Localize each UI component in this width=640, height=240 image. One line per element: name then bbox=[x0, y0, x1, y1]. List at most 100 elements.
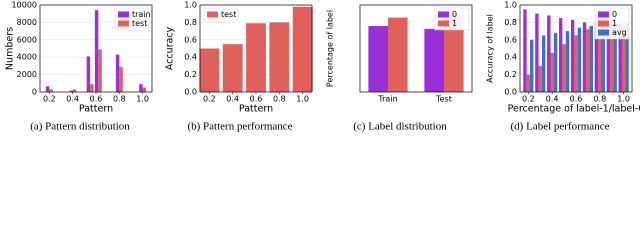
x-tick-label: Train bbox=[377, 95, 397, 104]
figure: 0.2 0.4 0.6 0.8 1.0 0 2000 4000 6000 8000 10000 Num… bbox=[5, 1, 640, 133]
bar bbox=[142, 87, 147, 92]
y-tick-label: 2000 bbox=[17, 70, 37, 79]
bar bbox=[199, 48, 220, 92]
x-tick-label: 0.4 bbox=[546, 95, 559, 104]
legend-swatch bbox=[598, 29, 609, 36]
y-tick-label: 0.6 bbox=[184, 35, 197, 44]
bar bbox=[598, 26, 602, 92]
bar bbox=[86, 56, 91, 92]
bar bbox=[119, 66, 123, 92]
y-axis-label: Numbers bbox=[5, 27, 16, 70]
legend-swatch bbox=[598, 11, 609, 18]
bar bbox=[90, 84, 94, 92]
y-tick-label: 1.0 bbox=[184, 1, 197, 10]
y-axis-label: Accuracy of label bbox=[486, 14, 495, 83]
bar bbox=[49, 89, 53, 92]
plot-frame bbox=[39, 4, 153, 93]
bar bbox=[570, 19, 575, 92]
bar bbox=[601, 24, 605, 92]
legend-label: 0 bbox=[612, 10, 617, 19]
x-tick-label: 0.8 bbox=[113, 95, 126, 104]
bar bbox=[222, 44, 243, 92]
bar bbox=[565, 31, 570, 93]
bar bbox=[562, 44, 566, 92]
y-axis-label: Accuracy bbox=[165, 26, 176, 70]
legend-swatch bbox=[118, 20, 129, 27]
y-tick-label: 0.0 bbox=[184, 88, 197, 97]
bar bbox=[618, 24, 622, 92]
bar bbox=[621, 22, 626, 92]
bar bbox=[246, 23, 266, 92]
bar bbox=[541, 35, 546, 92]
legend-box bbox=[203, 7, 239, 22]
y-tick-label: 0.8 bbox=[184, 18, 197, 27]
bar bbox=[98, 49, 102, 92]
y-tick-label: 0 bbox=[32, 88, 37, 97]
caption: (a) Pattern distribution bbox=[30, 121, 130, 133]
x-tick-label: 1.0 bbox=[296, 95, 309, 104]
legend-swatch bbox=[598, 20, 609, 27]
legend-label: test bbox=[132, 19, 147, 28]
x-tick-label: 0.2 bbox=[522, 95, 535, 104]
bar bbox=[444, 14, 464, 93]
bar bbox=[388, 17, 408, 93]
bar bbox=[574, 35, 578, 92]
x-axis-label: Pattern bbox=[239, 104, 273, 115]
bar bbox=[115, 54, 120, 92]
bar bbox=[577, 27, 582, 92]
legend-label: test bbox=[221, 10, 236, 19]
x-tick-label: 0.4 bbox=[226, 95, 239, 104]
caption: (c) Label distribution bbox=[353, 121, 447, 133]
bar bbox=[424, 28, 444, 92]
x-tick-label: 0.2 bbox=[203, 95, 216, 104]
x-tick-label: 0.6 bbox=[570, 95, 583, 104]
y-tick-label: 1.0 bbox=[504, 1, 517, 10]
bar bbox=[523, 9, 527, 93]
bar bbox=[589, 25, 593, 93]
legend-label: train bbox=[132, 10, 151, 19]
bar bbox=[526, 74, 531, 92]
x-tick-label: 0.8 bbox=[273, 95, 286, 104]
legend-swatch bbox=[438, 11, 449, 18]
bar bbox=[559, 18, 563, 92]
x-tick-label: 1.0 bbox=[136, 95, 149, 104]
plot-frame bbox=[199, 4, 313, 93]
bar bbox=[368, 26, 388, 93]
y-tick-label: 0.2 bbox=[184, 70, 197, 79]
x-axis-label: Pattern bbox=[79, 104, 113, 115]
bar bbox=[538, 65, 542, 92]
legend-label: 1 bbox=[612, 19, 617, 28]
bar bbox=[625, 23, 629, 92]
bar bbox=[547, 15, 551, 92]
bar bbox=[550, 52, 554, 92]
y-tick-label: 0.6 bbox=[504, 35, 517, 44]
bar bbox=[535, 13, 539, 93]
bar bbox=[292, 6, 313, 93]
page: 0.2 0.4 0.6 0.8 1.0 0 2000 4000 6000 8000 10000 Num… bbox=[4, 0, 640, 133]
y-tick-label: 6000 bbox=[17, 35, 37, 44]
y-tick-label: 4000 bbox=[17, 53, 37, 62]
caption: (b) Pattern performance bbox=[187, 121, 292, 133]
bar bbox=[610, 24, 614, 92]
bar bbox=[586, 29, 590, 92]
legend-swatch bbox=[207, 11, 218, 18]
bar bbox=[94, 10, 99, 92]
x-tick-label: 0.6 bbox=[250, 95, 263, 104]
bar bbox=[69, 90, 73, 92]
y-tick-label: 0.2 bbox=[504, 70, 517, 79]
x-tick-label: 0.2 bbox=[43, 95, 56, 104]
y-tick-label: 10000 bbox=[12, 1, 37, 10]
bar bbox=[530, 39, 534, 92]
x-tick-label: 0.4 bbox=[66, 95, 79, 104]
x-axis-label: Percentage of label-1/label-0 bbox=[508, 104, 640, 115]
y-axis-label: Percentage of label bbox=[326, 10, 335, 87]
bar bbox=[269, 22, 290, 92]
legend-swatch bbox=[118, 11, 129, 18]
x-tick-label: Test bbox=[435, 95, 452, 104]
plot-frame bbox=[359, 4, 473, 93]
bar bbox=[553, 32, 558, 92]
x-tick-label: 0.6 bbox=[90, 95, 103, 104]
legend-swatch bbox=[438, 20, 449, 27]
y-tick-label: 0.0 bbox=[504, 88, 517, 97]
bar bbox=[72, 89, 77, 92]
